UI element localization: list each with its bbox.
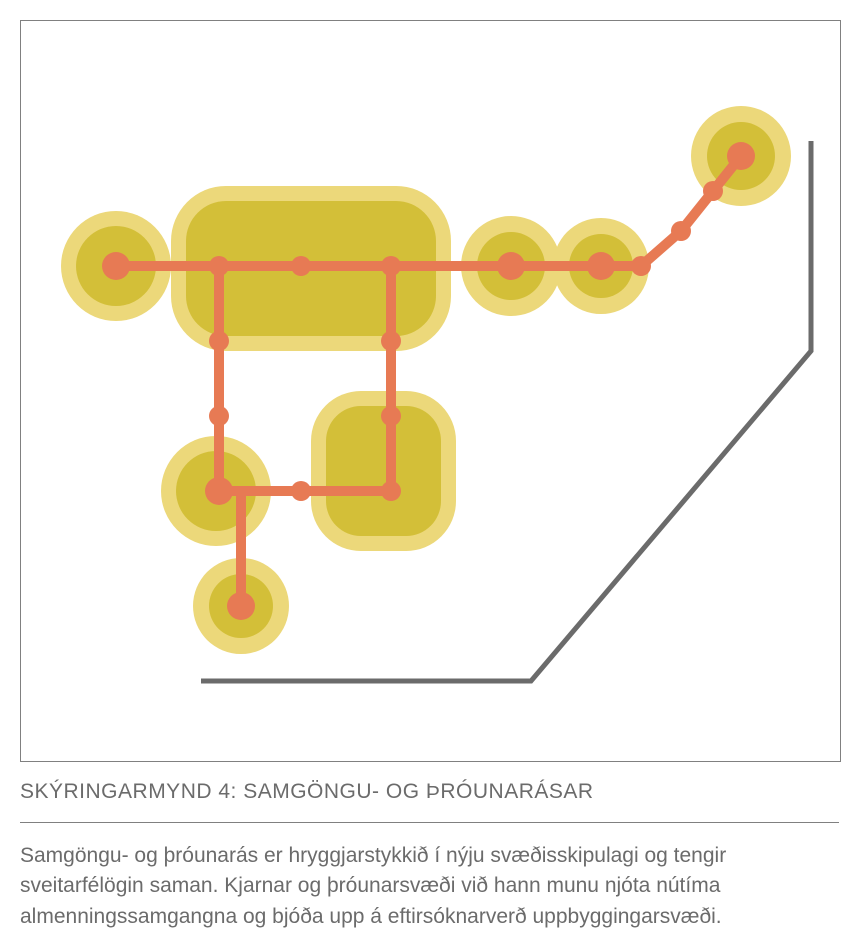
network-diagram [21,21,840,761]
figure-description: Samgöngu- og þróunarás er hryggjarstykki… [20,841,839,932]
figure-caption: SKÝRINGARMYND 4: SAMGÖNGU- OG ÞRÓUNARÁSA… [20,780,839,804]
diagram-frame [20,20,841,762]
divider [20,822,839,823]
